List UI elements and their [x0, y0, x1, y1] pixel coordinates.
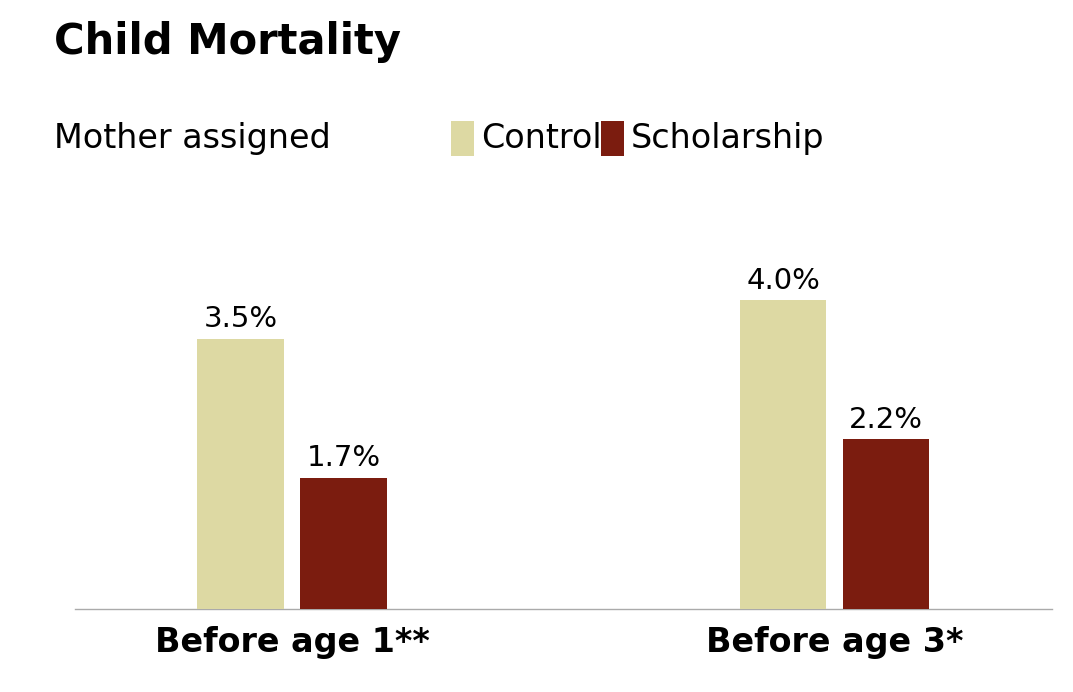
- Text: Child Mortality: Child Mortality: [54, 21, 400, 63]
- Text: Mother assigned: Mother assigned: [54, 122, 330, 155]
- Text: 3.5%: 3.5%: [204, 305, 278, 334]
- Bar: [197, 339, 284, 609]
- Text: Control: Control: [481, 122, 601, 155]
- Text: 4.0%: 4.0%: [746, 267, 820, 295]
- Bar: [842, 439, 929, 609]
- Text: 1.7%: 1.7%: [307, 444, 381, 473]
- Bar: [300, 477, 387, 609]
- Text: 2.2%: 2.2%: [849, 406, 923, 434]
- Text: Scholarship: Scholarship: [631, 122, 824, 155]
- Bar: [739, 300, 826, 609]
